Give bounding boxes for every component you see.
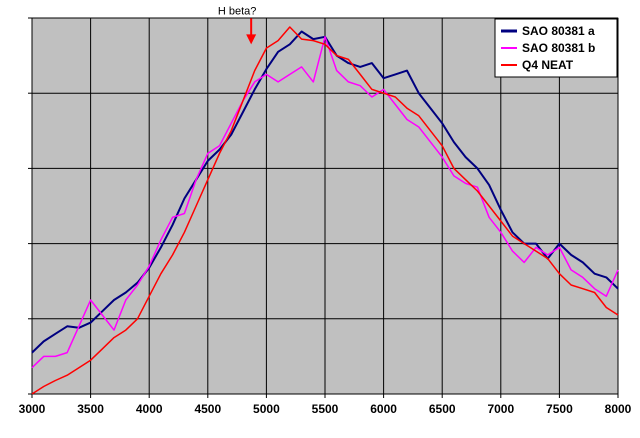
legend: SAO 80381 a SAO 80381 b Q4 NEAT [494,18,618,78]
annotation: H beta? [218,5,257,45]
annotation-label: H beta? [218,5,257,17]
x-tick-label: 7500 [546,402,573,416]
x-tick-label: 5000 [253,402,280,416]
legend-label: SAO 80381 b [522,41,595,55]
legend-label: SAO 80381 a [522,24,595,38]
x-tick-label: 3000 [19,402,46,416]
x-tick-label: 6000 [370,402,397,416]
x-tick-label: 6500 [429,402,456,416]
gridlines [28,17,619,395]
x-axis-ticks: 3000 3500 4000 4500 5000 5500 6000 6500 7000 7500… [19,394,632,416]
legend-label: Q4 NEAT [522,58,574,72]
x-tick-label: 7000 [487,402,514,416]
series-line [31,26,619,395]
x-tick-label: 5500 [312,402,339,416]
x-tick-label: 8000 [605,402,632,416]
series-line [31,36,619,369]
annotation-arrow-head [246,34,257,45]
x-tick-label: 4500 [194,402,221,416]
x-tick-label: 3500 [77,402,104,416]
x-tick-label: 4000 [136,402,163,416]
series-layer [31,26,619,395]
